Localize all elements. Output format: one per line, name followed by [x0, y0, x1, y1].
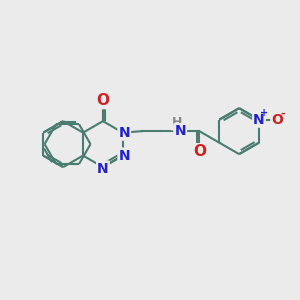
Text: O: O — [272, 113, 283, 127]
Text: O: O — [96, 93, 110, 108]
Text: N: N — [174, 124, 186, 138]
Text: H: H — [172, 116, 182, 129]
Text: -: - — [281, 109, 286, 119]
Text: O: O — [193, 144, 206, 159]
Text: N: N — [118, 148, 130, 163]
Text: N: N — [253, 113, 265, 127]
Text: N: N — [118, 126, 130, 140]
Text: N: N — [97, 161, 109, 176]
Text: +: + — [260, 108, 268, 118]
